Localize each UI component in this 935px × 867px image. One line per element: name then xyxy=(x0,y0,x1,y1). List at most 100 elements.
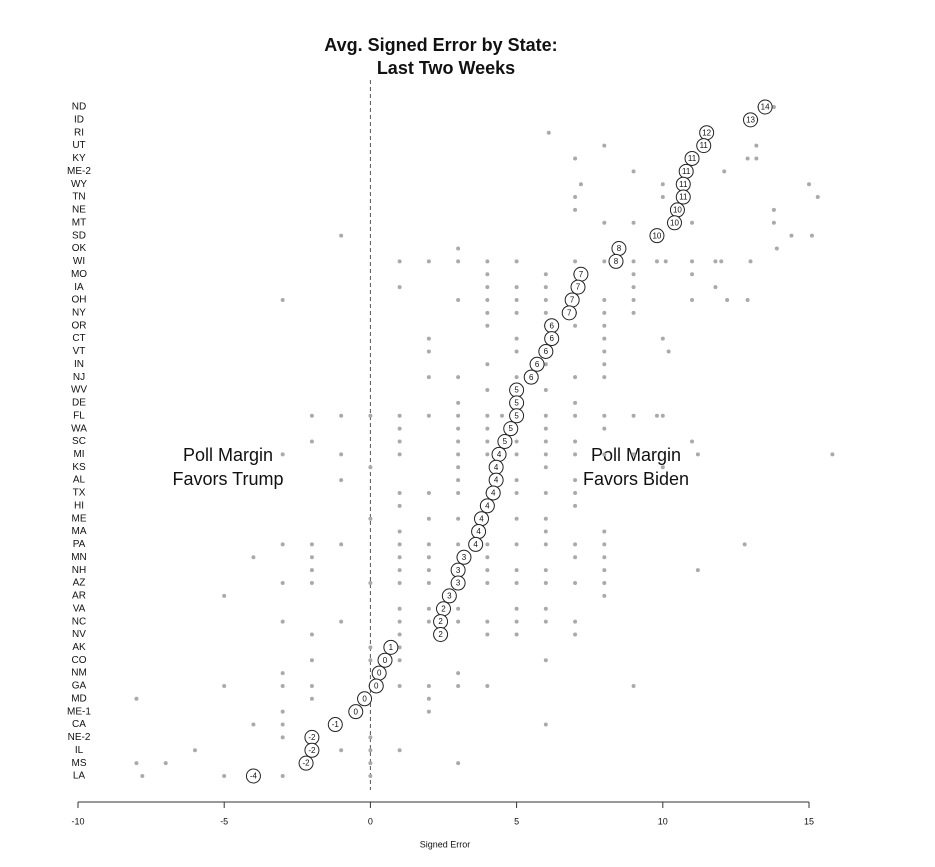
poll-dot xyxy=(485,388,490,393)
value-label: 7 xyxy=(567,308,572,317)
y-tick-label: WY xyxy=(71,179,87,190)
value-label: 7 xyxy=(570,296,575,305)
poll-dot xyxy=(456,426,461,431)
value-label: 2 xyxy=(438,630,443,639)
poll-dot xyxy=(397,683,402,688)
avg-marker xyxy=(456,549,472,565)
poll-dot xyxy=(573,632,578,637)
avg-marker xyxy=(503,421,519,437)
avg-marker xyxy=(304,742,320,758)
avg-marker xyxy=(450,575,466,591)
poll-dot xyxy=(368,581,373,586)
poll-dot xyxy=(309,696,314,701)
value-label: 3 xyxy=(456,566,461,575)
y-tick-label: KS xyxy=(72,462,86,473)
value-label: 6 xyxy=(535,360,540,369)
y-tick-label: NE-2 xyxy=(68,732,91,743)
y-tick-label: PA xyxy=(73,539,86,550)
avg-marker xyxy=(441,588,457,604)
value-label: 10 xyxy=(673,206,682,215)
poll-dot xyxy=(514,297,519,302)
value-label: 10 xyxy=(670,218,679,227)
poll-dot xyxy=(309,683,314,688)
avg-marker xyxy=(479,498,495,514)
poll-dot xyxy=(309,658,314,663)
poll-dot xyxy=(602,220,607,225)
poll-dot xyxy=(660,182,665,187)
y-tick-label: NE xyxy=(72,205,86,216)
poll-dot xyxy=(631,169,636,174)
poll-dot xyxy=(456,516,461,521)
poll-dot xyxy=(543,465,548,470)
poll-dot xyxy=(426,683,431,688)
poll-dot xyxy=(426,349,431,354)
poll-dot xyxy=(456,259,461,264)
value-label: 5 xyxy=(514,399,519,408)
poll-dot xyxy=(830,452,835,457)
y-tick-label: ID xyxy=(74,115,84,126)
poll-dot xyxy=(397,529,402,534)
value-label: 0 xyxy=(383,656,388,665)
poll-dot xyxy=(485,272,490,277)
poll-dot xyxy=(456,683,461,688)
y-tick-label: AK xyxy=(72,642,86,653)
poll-dot xyxy=(631,310,636,315)
value-label: 4 xyxy=(479,514,484,523)
poll-dot xyxy=(368,774,373,778)
poll-dot xyxy=(695,568,700,573)
value-label: 4 xyxy=(485,501,490,510)
y-tick-label: MT xyxy=(72,217,86,228)
avg-marker xyxy=(357,691,373,707)
poll-dot xyxy=(602,143,607,148)
poll-dot xyxy=(631,272,636,277)
poll-dot xyxy=(514,568,519,573)
poll-dot xyxy=(397,619,402,624)
poll-dot xyxy=(309,555,314,560)
y-tick-label: KY xyxy=(72,153,86,164)
value-label: 6 xyxy=(544,347,549,356)
poll-dot xyxy=(485,555,490,560)
value-label: 14 xyxy=(761,103,770,112)
poll-dot xyxy=(543,272,548,277)
y-tick-label: DE xyxy=(72,398,86,409)
poll-dot xyxy=(280,735,285,740)
avg-marker xyxy=(509,408,525,424)
x-tick-label: -5 xyxy=(220,816,228,826)
avg-marker xyxy=(523,369,539,385)
poll-dot xyxy=(456,490,461,495)
y-tick-label: CA xyxy=(72,719,86,730)
poll-dot xyxy=(573,323,578,328)
value-label: -2 xyxy=(308,733,316,742)
poll-dot xyxy=(426,568,431,573)
poll-dot xyxy=(426,696,431,701)
poll-dot xyxy=(654,413,659,418)
poll-dot xyxy=(631,259,636,264)
avg-marker xyxy=(608,253,624,269)
poll-dot xyxy=(514,310,519,315)
value-label: 6 xyxy=(549,321,554,330)
poll-dot xyxy=(309,439,314,444)
value-label: 4 xyxy=(494,463,499,472)
poll-dot xyxy=(397,490,402,495)
poll-dot xyxy=(280,683,285,688)
poll-dot xyxy=(695,452,700,457)
x-tick-label: 5 xyxy=(514,816,519,826)
poll-dot xyxy=(397,439,402,444)
annotation: Poll Margin xyxy=(183,445,273,465)
poll-dot xyxy=(809,233,814,238)
poll-dot xyxy=(485,297,490,302)
poll-dot xyxy=(192,748,197,753)
poll-dot xyxy=(280,581,285,586)
y-tick-label: CO xyxy=(72,655,87,666)
y-tick-label: VT xyxy=(73,346,86,357)
poll-dot xyxy=(514,542,519,547)
poll-dot xyxy=(771,105,776,109)
y-tick-label: NJ xyxy=(73,372,85,383)
avg-marker xyxy=(348,704,364,720)
poll-dot xyxy=(485,426,490,431)
poll-dot xyxy=(543,722,548,727)
poll-dot xyxy=(660,336,665,341)
poll-dot xyxy=(485,619,490,624)
y-tick-label: WV xyxy=(71,385,87,396)
poll-dot xyxy=(602,259,607,264)
